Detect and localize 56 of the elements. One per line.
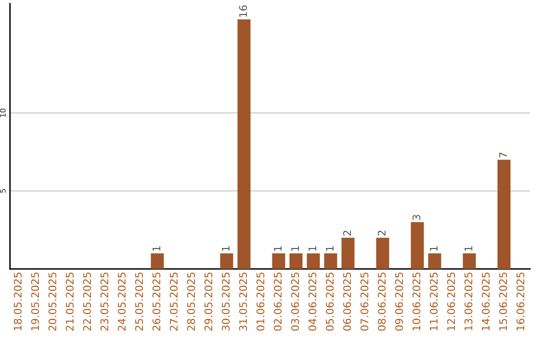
data-label: 3 bbox=[412, 214, 420, 220]
x-tick-label: 05.06.2025 bbox=[326, 272, 334, 331]
bar bbox=[324, 253, 338, 269]
x-tick-label: 30.05.2025 bbox=[222, 272, 230, 331]
bar bbox=[150, 253, 164, 269]
x-tick-label: 13.06.2025 bbox=[464, 272, 472, 330]
x-tick-label: 02.06.2025 bbox=[274, 272, 282, 331]
data-label: 2 bbox=[378, 230, 386, 236]
bar bbox=[290, 253, 302, 269]
data-label: 16 bbox=[239, 5, 248, 17]
bar bbox=[220, 253, 234, 269]
data-label: 1 bbox=[464, 246, 472, 251]
x-tick-label: 08.06.2025 bbox=[378, 272, 386, 331]
x-tick-label: 18.05.2025 bbox=[14, 272, 22, 330]
bar bbox=[498, 160, 511, 269]
x-tick-label: 10.06.2025 bbox=[412, 272, 420, 330]
data-label: 1 bbox=[274, 246, 282, 251]
data-label: 1 bbox=[152, 246, 160, 251]
x-tick-label: 11.06.2025 bbox=[430, 272, 438, 330]
data-label: 1 bbox=[326, 246, 334, 251]
x-tick-label: 12.06.2025 bbox=[447, 272, 456, 330]
x-tick-label: 25.05.2025 bbox=[135, 272, 144, 331]
bar bbox=[462, 253, 476, 269]
x-tick-label: 28.05.2025 bbox=[187, 272, 196, 331]
bar bbox=[428, 253, 442, 269]
data-label: 1 bbox=[222, 246, 230, 251]
bar bbox=[376, 238, 390, 269]
x-tick-label: 09.06.2025 bbox=[395, 272, 404, 331]
x-tick-label: 07.06.2025 bbox=[360, 272, 368, 331]
data-label: 7 bbox=[499, 152, 507, 158]
x-tick-label: 06.06.2025 bbox=[343, 272, 352, 331]
bar bbox=[342, 238, 355, 269]
x-tick-label: 26.05.2025 bbox=[152, 272, 160, 331]
x-tick-label: 29.05.2025 bbox=[204, 272, 212, 331]
x-tick-label: 03.06.2025 bbox=[291, 272, 300, 331]
x-tick-label: 21.05.2025 bbox=[66, 272, 74, 331]
data-label: 1 bbox=[291, 246, 299, 251]
x-tick-label: 27.05.2025 bbox=[170, 272, 178, 331]
bar bbox=[410, 222, 424, 269]
bar bbox=[238, 19, 250, 269]
x-tick-label: 20.05.2025 bbox=[48, 272, 56, 331]
x-tick-label: 01.06.2025 bbox=[256, 272, 264, 331]
x-tick-label: 14.06.2025 bbox=[482, 272, 490, 330]
x-tick-label: 23.05.2025 bbox=[100, 272, 108, 331]
x-tick-label: 24.05.2025 bbox=[118, 272, 126, 331]
x-tick-label: 16.06.2025 bbox=[516, 272, 524, 330]
x-tick-label: 22.05.2025 bbox=[83, 272, 92, 331]
data-label: 1 bbox=[308, 246, 316, 251]
data-label: 1 bbox=[430, 246, 438, 251]
data-label: 2 bbox=[343, 230, 351, 236]
bar bbox=[272, 253, 286, 269]
x-tick-label: 19.05.2025 bbox=[31, 272, 40, 330]
x-tick-label: 15.06.2025 bbox=[499, 272, 508, 330]
x-tick-label: 31.05.2025 bbox=[239, 272, 248, 331]
bar bbox=[306, 253, 320, 269]
x-tick-label: 04.06.2025 bbox=[308, 272, 316, 331]
